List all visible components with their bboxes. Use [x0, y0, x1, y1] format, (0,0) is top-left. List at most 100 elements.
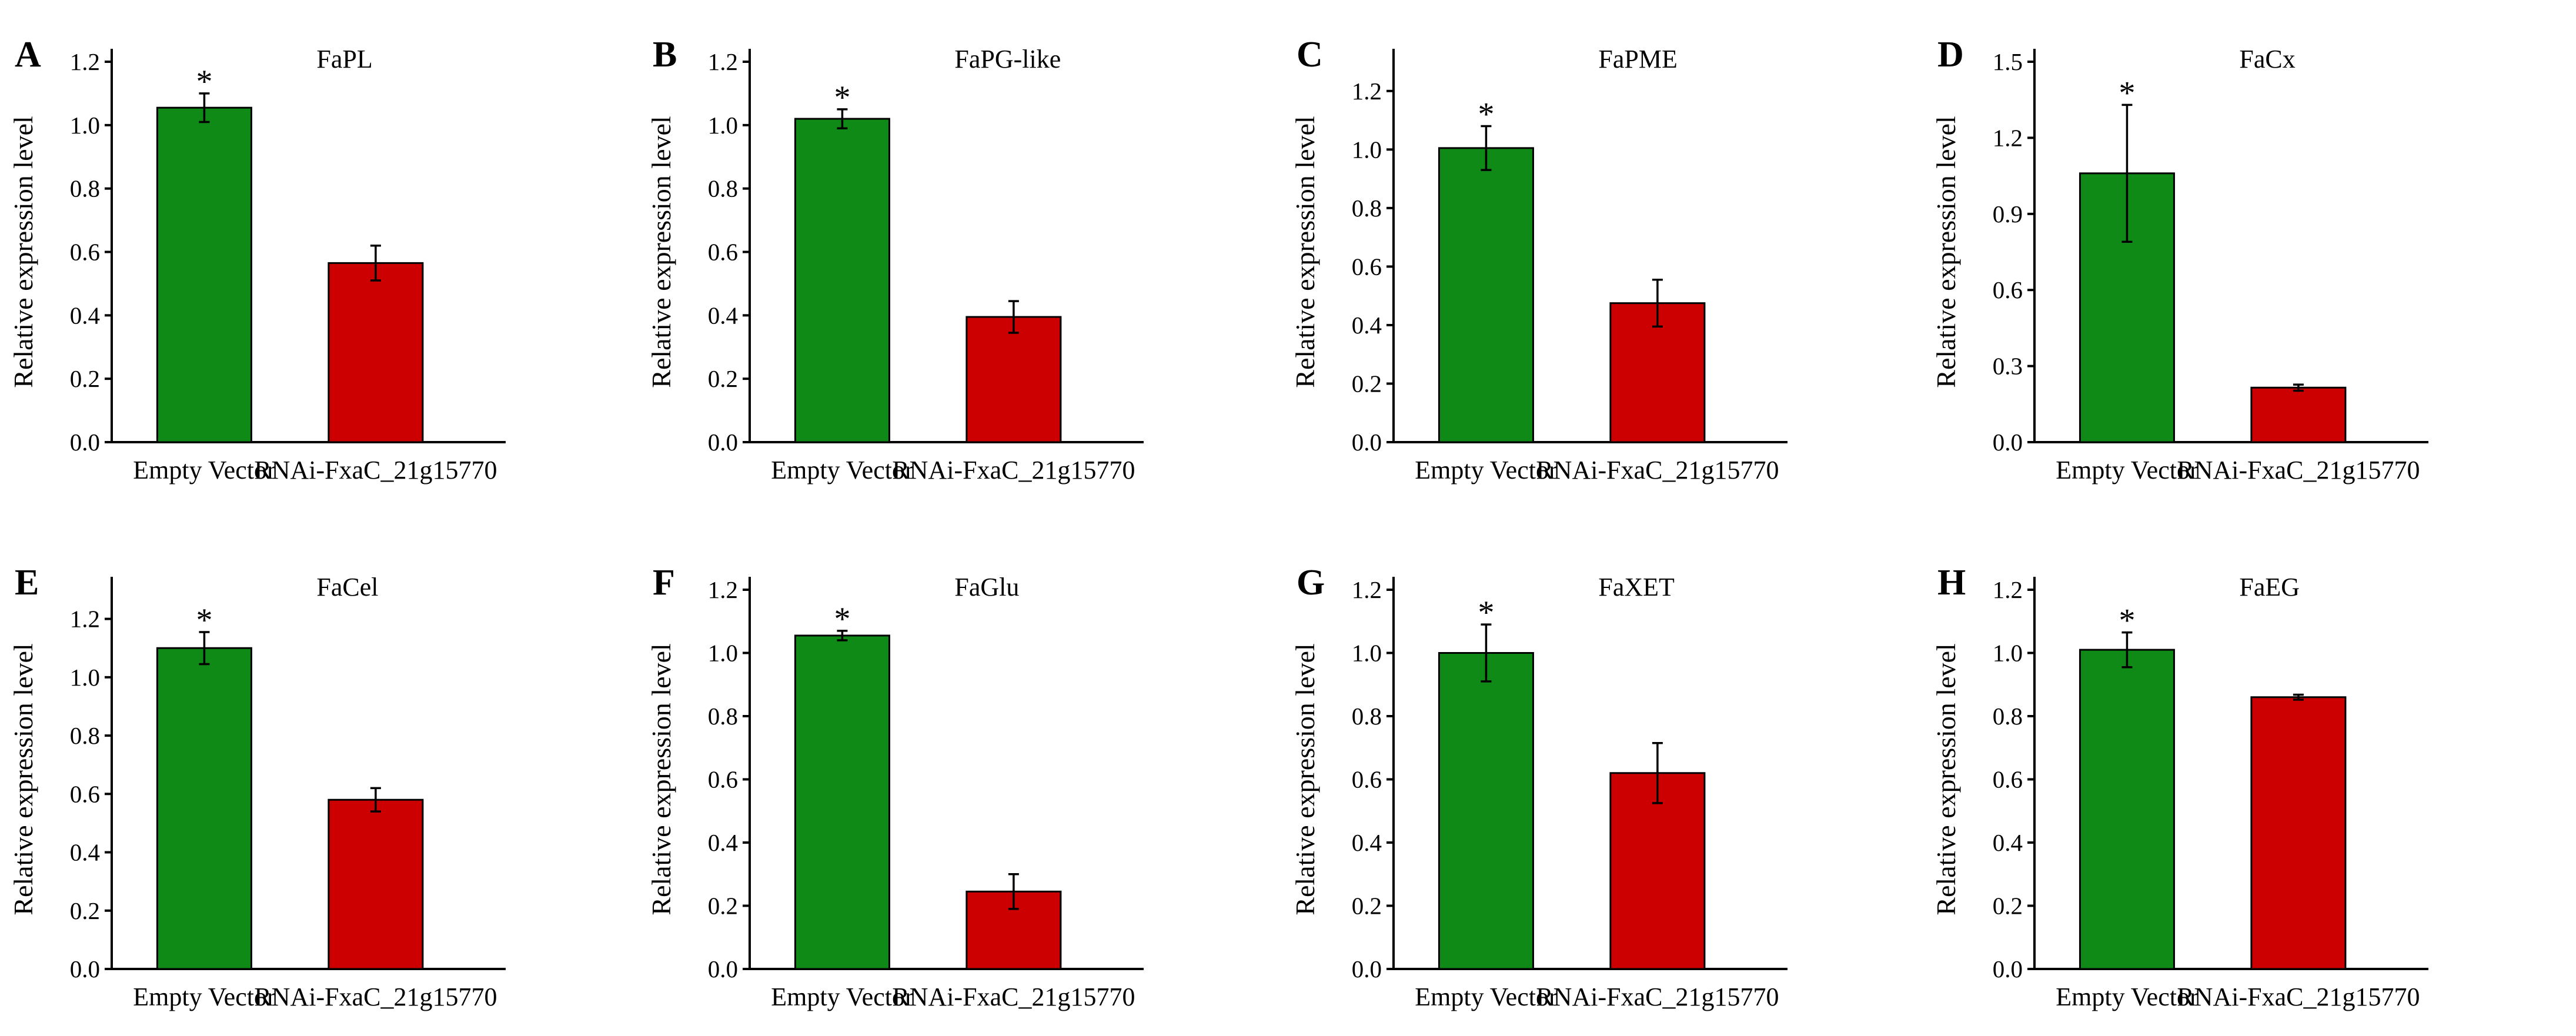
y-tick-label: 0.4: [1352, 829, 1382, 856]
bar-rnai: [328, 262, 424, 443]
panel-a: A Relative expression level 0.0 0.2 0.4 0.6 0.…: [8, 35, 506, 484]
significance-marker: *: [2119, 603, 2135, 639]
y-tick-label: 0.2: [70, 897, 100, 924]
gene-title: FaPL: [316, 45, 372, 73]
x-category-label: RNAi-FxaC_21g15770: [892, 456, 1135, 484]
y-tick-label: 0.8: [1352, 195, 1382, 222]
y-tick-label: 0.8: [1993, 703, 2023, 730]
y-tick-label: 0.2: [70, 365, 100, 392]
y-tick-label: 0.8: [708, 175, 738, 202]
panel-f: F Relative expression level 0.0 0.2 0.4 0.6 0.…: [646, 563, 1144, 1011]
x-category-label: Empty Vector: [771, 982, 914, 1011]
panel-d: D Relative expression level 0.0 0.3 0.6 0.9 1.…: [1931, 35, 2428, 484]
y-tick-label: 0.0: [708, 429, 738, 456]
y-tick-label: 1.0: [708, 112, 738, 139]
panel-letter: F: [653, 563, 675, 603]
y-tick-label: 0.2: [708, 365, 738, 392]
y-tick-label: 1.0: [70, 664, 100, 691]
gene-title: FaCx: [2239, 45, 2295, 73]
bar-empty-vector: [156, 647, 252, 970]
y-tick-label: 1.5: [1993, 48, 2023, 75]
significance-marker: *: [2119, 75, 2135, 111]
y-tick-label: 1.2: [1352, 576, 1382, 603]
panel-letter: E: [15, 563, 39, 603]
gene-title: FaEG: [2239, 573, 2300, 601]
y-tick-label: 0.0: [1993, 429, 2023, 456]
panel-letter: H: [1937, 563, 1966, 603]
y-tick-label: 0.0: [708, 955, 738, 982]
gene-title: FaPG-like: [954, 45, 1061, 73]
y-tick-label: 0.8: [708, 703, 738, 730]
y-axis-label: Relative expression level: [1931, 643, 1961, 915]
y-tick-label: 1.2: [708, 576, 738, 603]
y-tick-label: 0.8: [70, 175, 100, 202]
y-tick-label: 0.2: [1352, 370, 1382, 397]
y-tick-label: 1.0: [708, 640, 738, 667]
significance-marker: *: [834, 601, 850, 637]
y-tick-label: 0.6: [1352, 253, 1382, 280]
panel-c: C Relative expression level 0.0 0.2 0.4 0.6 0.…: [1290, 35, 1788, 484]
panel-e: E Relative expression level 0.0 0.2 0.4 0.6 0.…: [8, 563, 506, 1011]
bar-empty-vector: [794, 118, 890, 443]
y-tick-label: 1.2: [70, 606, 100, 633]
y-tick-label: 0.4: [70, 839, 100, 866]
bar-empty-vector: [794, 634, 890, 970]
panel-letter: C: [1297, 35, 1323, 75]
y-tick-label: 0.6: [1993, 766, 2023, 793]
significance-marker: *: [1478, 96, 1494, 132]
y-tick-label: 0.4: [708, 829, 738, 856]
y-tick-label: 0.6: [1993, 276, 2023, 303]
bar-rnai: [328, 798, 424, 970]
y-tick-label: 0.0: [1352, 429, 1382, 456]
panel-g: G Relative expression level 0.0 0.2 0.4 0.6 0.…: [1290, 563, 1788, 1011]
bar-rnai: [965, 316, 1062, 443]
significance-marker: *: [834, 79, 850, 116]
x-category-label: RNAi-FxaC_21g15770: [892, 982, 1135, 1011]
x-category-label: RNAi-FxaC_21g15770: [254, 982, 497, 1011]
x-category-label: Empty Vector: [2056, 456, 2199, 484]
y-tick-label: 0.2: [708, 893, 738, 920]
x-category-label: RNAi-FxaC_21g15770: [254, 456, 497, 484]
panel-letter: A: [15, 35, 41, 75]
y-tick-label: 0.8: [1352, 703, 1382, 730]
y-tick-label: 1.2: [708, 48, 738, 75]
x-category-label: Empty Vector: [771, 456, 914, 484]
panel-letter: B: [653, 35, 677, 75]
bar-rnai: [2250, 386, 2347, 443]
y-tick-label: 0.2: [1352, 893, 1382, 920]
y-axis-label: Relative expression level: [646, 116, 676, 387]
gene-title: FaPME: [1598, 45, 1677, 73]
bar-empty-vector: [1438, 147, 1534, 443]
bar-empty-vector: [2079, 649, 2175, 970]
y-tick-label: 0.6: [70, 239, 100, 266]
significance-marker: *: [1478, 594, 1494, 631]
y-tick-label: 1.2: [70, 48, 100, 75]
x-category-label: Empty Vector: [133, 982, 276, 1011]
y-axis-label: Relative expression level: [1290, 116, 1320, 387]
y-tick-label: 0.4: [1993, 829, 2023, 856]
y-tick-label: 0.0: [1352, 955, 1382, 982]
bar-empty-vector: [156, 106, 252, 443]
y-tick-label: 1.0: [1352, 136, 1382, 163]
y-tick-label: 0.0: [70, 429, 100, 456]
y-tick-label: 0.8: [70, 722, 100, 749]
y-tick-label: 1.2: [1993, 124, 2023, 151]
y-tick-label: 1.0: [1352, 640, 1382, 667]
y-tick-label: 0.2: [1993, 893, 2023, 920]
y-tick-label: 1.2: [1993, 576, 2023, 603]
x-category-label: Empty Vector: [1415, 456, 1558, 484]
gene-title: FaXET: [1598, 573, 1675, 601]
y-tick-label: 1.2: [1352, 78, 1382, 105]
x-category-label: RNAi-FxaC_21g15770: [2177, 982, 2420, 1011]
y-tick-label: 0.6: [70, 780, 100, 807]
x-category-label: RNAi-FxaC_21g15770: [1536, 456, 1779, 484]
x-category-label: Empty Vector: [1415, 982, 1558, 1011]
y-tick-label: 0.0: [1993, 955, 2023, 982]
y-tick-label: 0.9: [1993, 200, 2023, 228]
y-tick-label: 0.6: [708, 239, 738, 266]
y-tick-label: 0.4: [70, 302, 100, 329]
y-axis-label: Relative expression level: [8, 643, 38, 915]
panel-letter: G: [1297, 563, 1325, 603]
x-category-label: Empty Vector: [133, 456, 276, 484]
panel-h: H Relative expression level 0.0 0.2 0.4 0.6 0.…: [1931, 563, 2428, 1011]
